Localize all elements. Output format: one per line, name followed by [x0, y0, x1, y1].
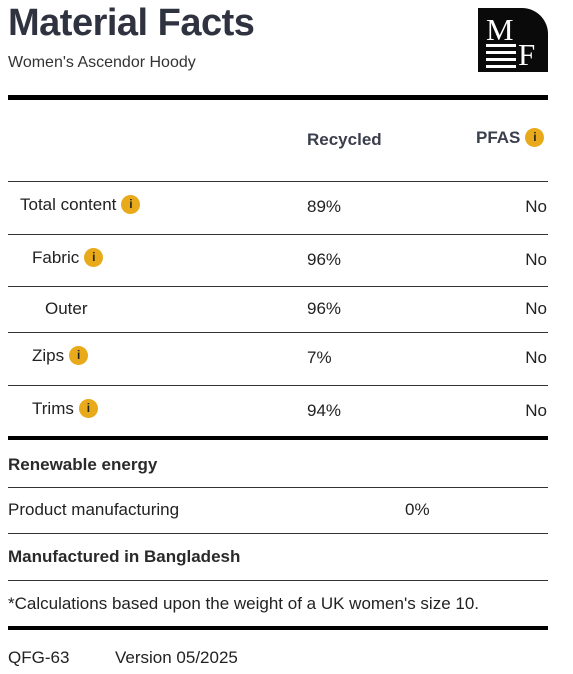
divider	[8, 533, 548, 534]
pfas-value: No	[525, 197, 547, 216]
logo-bar	[486, 58, 516, 61]
pfas-value: No	[525, 250, 547, 269]
info-icon[interactable]: i	[525, 128, 545, 148]
info-icon[interactable]: i	[84, 248, 104, 268]
divider	[8, 332, 548, 333]
recycled-value: 89%	[307, 197, 342, 216]
recycled-value: 96%	[307, 299, 342, 318]
divider	[8, 234, 548, 235]
divider	[8, 487, 548, 488]
logo-letter-m: M	[486, 12, 514, 47]
column-header-pfas: PFAS i	[476, 128, 545, 148]
row-label-fabric: Fabric i	[32, 248, 104, 268]
divider	[8, 580, 548, 581]
pfas-value: No	[525, 299, 547, 318]
product-code: QFG-63	[8, 648, 70, 667]
recycled-value: 96%	[307, 250, 342, 269]
footnote: *Calculations based upon the weight of a…	[8, 594, 480, 613]
section-rule	[8, 436, 548, 440]
product-manufacturing-label: Product manufacturing	[8, 500, 180, 519]
row-label-text: Fabric	[32, 248, 80, 267]
logo-letter-f: F	[518, 37, 536, 72]
renewable-energy-value: 0%	[405, 500, 430, 519]
recycled-value: 7%	[307, 348, 332, 367]
column-header-recycled: Recycled	[307, 130, 382, 149]
material-facts-logo: M F	[478, 8, 548, 72]
renewable-energy-heading: Renewable energy	[8, 455, 158, 474]
logo-bar	[486, 51, 516, 54]
info-icon[interactable]: i	[69, 346, 89, 366]
logo-bar	[486, 65, 516, 68]
divider	[8, 181, 548, 182]
row-label-text: Trims	[32, 399, 74, 418]
country-of-manufacture: Manufactured in Bangladesh	[8, 547, 241, 566]
row-label-zips: Zips i	[32, 346, 89, 366]
row-label-trims: Trims i	[32, 399, 98, 419]
logo-bar	[486, 44, 516, 47]
bottom-rule	[8, 626, 548, 630]
divider	[8, 286, 548, 287]
top-rule	[8, 95, 548, 100]
page-title: Material Facts	[8, 2, 255, 44]
version-label: Version 05/2025	[115, 648, 238, 667]
pfas-value: No	[525, 401, 547, 420]
product-name: Women's Ascendor Hoody	[8, 54, 196, 71]
column-header-pfas-label: PFAS	[476, 128, 521, 147]
info-icon[interactable]: i	[78, 399, 98, 419]
info-icon[interactable]: i	[121, 195, 141, 215]
recycled-value: 94%	[307, 401, 342, 420]
row-label-text: Total content	[20, 195, 117, 214]
pfas-value: No	[525, 348, 547, 367]
row-label-total-content: Total content i	[20, 195, 141, 215]
row-label-outer: Outer	[45, 299, 88, 318]
divider	[8, 385, 548, 386]
row-label-text: Zips	[32, 346, 65, 365]
